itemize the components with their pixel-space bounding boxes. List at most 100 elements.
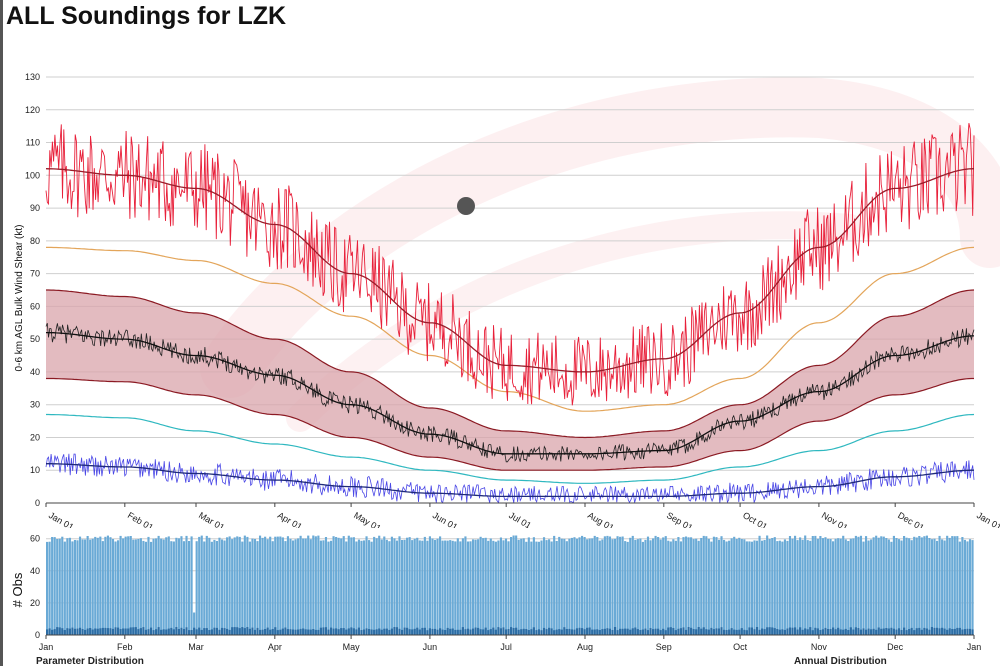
obs-bar-low [796, 629, 799, 635]
obs-bar [753, 540, 756, 635]
obs-bar [477, 539, 480, 635]
obs-bar-low [81, 629, 84, 635]
obs-bar-low [897, 628, 901, 635]
obs-bar-low [172, 629, 175, 635]
obs-bar [570, 537, 573, 635]
obs-bar [51, 537, 54, 635]
obs-bar [854, 535, 857, 635]
obs-bar-low [923, 627, 926, 635]
obs-bar-low [203, 628, 206, 635]
obs-bar [844, 539, 847, 635]
obs-bar [608, 536, 612, 635]
obs-bar [913, 536, 916, 635]
obs-bar [177, 538, 180, 635]
obs-bar [286, 536, 290, 635]
obs-bar-low [256, 627, 259, 635]
obs-bar [654, 535, 657, 635]
obs-bar [248, 541, 251, 635]
obs-bar-low [286, 629, 290, 635]
obs-bar [695, 538, 698, 635]
obs-bar-low [111, 628, 115, 635]
obs-bar-low [586, 627, 589, 635]
obs-bar [804, 535, 807, 635]
obs-bar [76, 540, 79, 635]
obs-bar [616, 536, 619, 635]
obs-bar [116, 540, 120, 635]
obs-bar [466, 541, 470, 635]
obs-bar [748, 541, 751, 635]
obs-bar [968, 539, 972, 635]
obs-bar [340, 538, 343, 635]
obs-bar [492, 540, 495, 635]
obs-bar [314, 536, 317, 635]
obs-bar-low [48, 628, 51, 635]
obs-bar-low [649, 628, 652, 635]
obs-bar-low [662, 628, 665, 635]
obs-bar [679, 541, 683, 635]
obs-bar-low [385, 628, 388, 635]
obs-bar [53, 537, 56, 635]
main-y-tick-label: 110 [26, 138, 40, 148]
obs-bar-low [657, 628, 660, 635]
parameter-distribution-heading: Parameter Distribution [36, 656, 144, 667]
obs-bar [864, 536, 868, 635]
obs-bar-low [720, 627, 723, 635]
main-x-tick-label: Nov 01 [820, 510, 850, 528]
obs-bar [241, 541, 244, 635]
obs-bar-low [669, 627, 672, 635]
obs-bar-low [646, 630, 650, 635]
obs-bar [416, 537, 419, 635]
main-x-tick-label: Oct 01 [741, 510, 769, 528]
obs-bar-low [601, 629, 604, 635]
obs-bar [832, 541, 835, 635]
p75-line [46, 289, 975, 439]
obs-bar [329, 540, 333, 635]
obs-bar-low [626, 628, 629, 635]
obs-bar [755, 540, 759, 635]
obs-bar [58, 538, 61, 635]
obs-bar-low [479, 629, 482, 635]
obs-bar [768, 539, 771, 635]
obs-bar-low [297, 629, 300, 635]
obs-bar [368, 540, 371, 635]
obs-bar [715, 537, 718, 635]
obs-bar [738, 537, 741, 635]
obs-bar [525, 541, 528, 635]
obs-bar-low [477, 627, 480, 635]
obs-bar-low [745, 630, 748, 635]
obs-bar [246, 536, 249, 635]
obs-bar [943, 540, 946, 635]
obs-bar [370, 541, 373, 635]
main-y-tick-label: 130 [25, 72, 40, 82]
obs-bar [317, 535, 320, 635]
obs-bar-low [854, 627, 857, 635]
obs-bar [692, 539, 695, 635]
obs-bar [550, 541, 553, 635]
obs-bar [928, 538, 931, 635]
obs-bar [512, 535, 515, 635]
annual-distribution-heading: Annual Distribution [794, 656, 887, 667]
obs-bar [193, 612, 196, 635]
obs-bar [593, 535, 596, 635]
obs-bar-low [281, 628, 284, 635]
obs-bar-low [629, 629, 632, 635]
obs-bar [406, 537, 409, 635]
obs-bar-low [644, 628, 647, 635]
obs-bar [735, 539, 738, 635]
cursor-marker[interactable] [457, 197, 475, 215]
obs-bar [220, 539, 224, 635]
obs-bar [553, 535, 556, 635]
obs-bar-low [357, 627, 361, 635]
obs-bar [337, 537, 340, 635]
obs-bar-low [431, 628, 434, 635]
obs-bar-low [593, 629, 596, 635]
obs-bar [433, 539, 437, 635]
obs-bar-low [142, 627, 145, 635]
obs-bar-low [193, 627, 196, 635]
obs-bar-low [740, 628, 743, 635]
obs-bar [190, 536, 193, 635]
obs-bar [613, 538, 617, 635]
obs-bar [46, 541, 49, 635]
page-title: ALL Soundings for LZK [6, 2, 287, 30]
obs-bar [332, 536, 335, 635]
